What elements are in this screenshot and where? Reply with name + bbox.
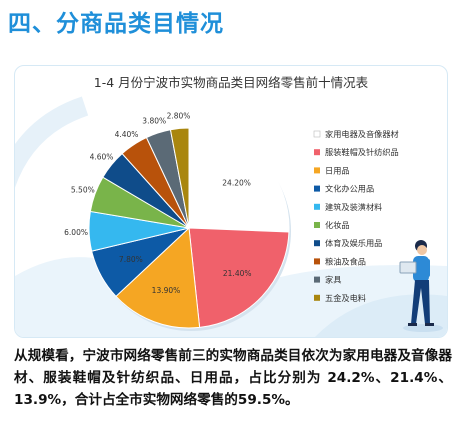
value-label-2: 13.90% (152, 286, 181, 295)
legend-label-2: 日用品 (325, 165, 350, 175)
legend-swatch-5 (314, 222, 320, 228)
pie-slice-0 (188, 127, 290, 233)
legend-swatch-1 (314, 149, 320, 156)
chart-card: 1-4 月份宁波市实物商品类目网络零售前十情况表 24.20% 21.40% 13.… (14, 65, 448, 338)
legend-label-5: 化妆品 (325, 220, 350, 230)
legend-swatch-9 (314, 294, 320, 301)
person-illustration (399, 240, 443, 332)
legend-label-7: 粮油及食品 (325, 256, 366, 266)
value-label-5: 5.50% (71, 185, 95, 194)
legend-swatch-8 (314, 276, 320, 283)
legend-label-0: 家用电器及音像器材 (325, 129, 399, 139)
pie-slice-9 (169, 127, 190, 229)
legend-swatch-6 (314, 240, 320, 247)
chart-title: 1-4 月份宁波市实物商品类目网络零售前十情况表 (94, 75, 369, 90)
pie-chart: 1-4 月份宁波市实物商品类目网络零售前十情况表 24.20% 21.40% 13.… (15, 75, 447, 337)
legend-swatch-4 (314, 203, 320, 210)
legend-label-4: 建筑及装潢材料 (325, 202, 382, 212)
legend-label-9: 五金及电料 (325, 293, 366, 303)
section-title: 四、分商品类目情况 (8, 11, 224, 37)
pie-slice-2 (115, 226, 201, 329)
value-label-0: 24.20% (222, 178, 251, 187)
value-label-4: 6.00% (64, 228, 88, 237)
legend-swatch-2 (314, 167, 320, 174)
legend-label-6: 体育及娱乐用品 (325, 238, 382, 248)
value-label-7: 4.40% (115, 130, 139, 139)
legend-label-3: 文化办公用品 (325, 184, 374, 194)
value-label-1: 21.40% (223, 269, 252, 278)
summary-paragraph: 从规模看，宁波市网络零售前三的实物商品类目依次为家用电器及音像器材、服装鞋帽及针… (14, 348, 452, 408)
legend-swatch-7 (314, 258, 320, 265)
value-label-9: 2.80% (167, 111, 191, 120)
pie-slice-1 (188, 227, 290, 328)
legend-label-1: 服装鞋帽及针纺织品 (325, 147, 399, 157)
legend-swatch-3 (314, 185, 320, 192)
value-label-6: 4.60% (90, 152, 114, 161)
value-label-8: 3.80% (142, 116, 166, 125)
legend-swatch-0 (313, 130, 321, 138)
legend-label-8: 家具 (325, 275, 341, 285)
pie-slices (88, 127, 291, 331)
value-label-3: 7.80% (119, 255, 143, 264)
legend: 家用电器及音像器材服装鞋帽及针纺织品日用品文化办公用品建筑及装潢材料化妆品体育及… (313, 129, 399, 303)
value-labels: 24.20% 21.40% 13.90% 7.80% 6.00% 5.50% 4.60% 4.… (64, 111, 251, 294)
